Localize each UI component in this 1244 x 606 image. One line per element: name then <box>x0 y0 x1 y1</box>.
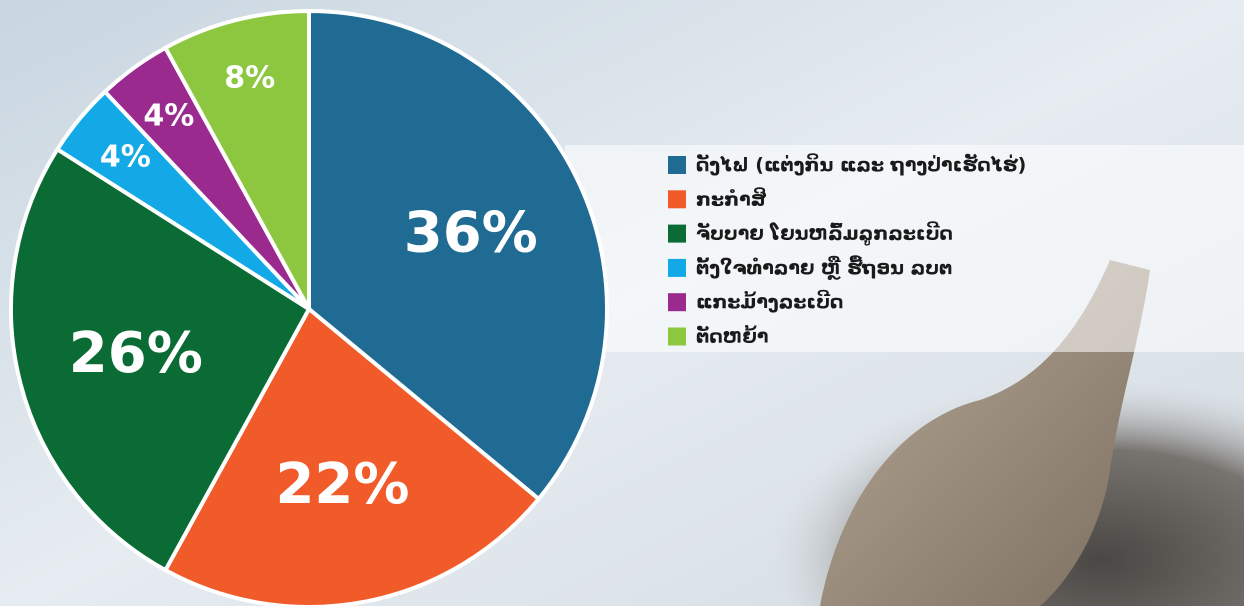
data-label: 36% <box>404 200 538 265</box>
pie: 36% 22% 26% 4% 4% 8% <box>11 11 607 606</box>
legend-label: ຕັ້ງໃຈທຳລາຍ ຫຼື ຮື້ຖອນ ລບຕ <box>696 254 952 279</box>
legend-label: ດັງໄຟ (ແຕ່ງກິນ ແລະ ຖາງປ່າເຮັດໄຮ່) <box>696 152 1026 176</box>
page: {"chart_data": {"type": "pie", "categori… <box>0 0 1244 606</box>
legend-label: ຕັດຫຍ້າ <box>696 324 768 347</box>
legend-label: ແກະມ້າງລະເບີດ <box>696 289 843 313</box>
legend-label: ກະກຳສິ <box>696 186 767 210</box>
data-label: 26% <box>69 321 203 386</box>
legend-swatch <box>668 156 686 174</box>
legend-swatch <box>668 259 686 277</box>
data-label: 22% <box>275 452 409 517</box>
chart: 36% 22% 26% 4% 4% 8% ດັງໄຟ (ແຕ່ງກິນ ແລະ ຖາງປ່… <box>0 0 1244 606</box>
legend-swatch <box>668 328 686 346</box>
data-label: 4% <box>100 140 151 175</box>
legend-box <box>565 145 1244 352</box>
legend-label: ຈັບບາຍ ໂຍນຫລົ້ມລູກລະເບີດ <box>696 221 953 247</box>
legend-swatch <box>668 225 686 243</box>
legend-swatch <box>668 293 686 311</box>
data-label: 8% <box>224 61 275 96</box>
data-label: 4% <box>143 99 194 134</box>
legend-swatch <box>668 190 686 208</box>
